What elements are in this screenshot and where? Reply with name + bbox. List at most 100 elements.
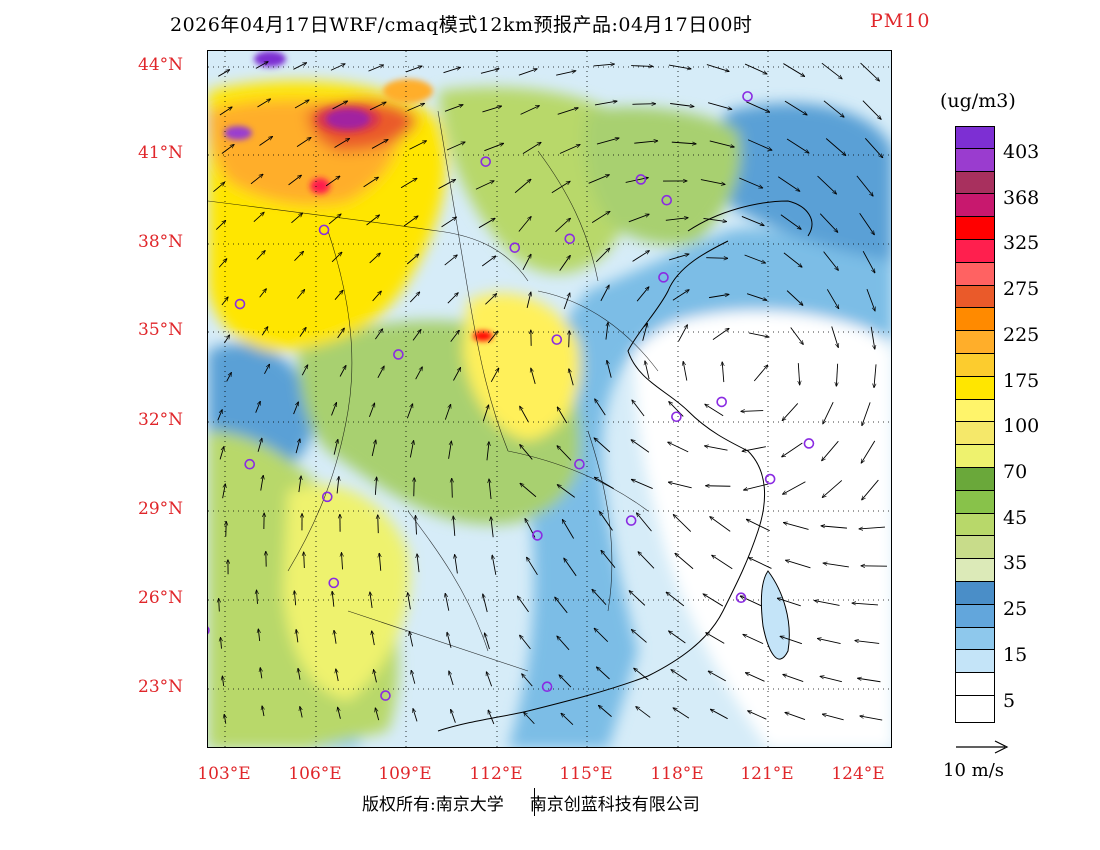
wind-arrow [642, 323, 648, 341]
wind-arrow [606, 322, 608, 340]
wind-arrow [712, 328, 729, 340]
colorbar-swatch [955, 399, 995, 423]
city-marker-jinan [658, 272, 669, 283]
colorbar-swatch [955, 513, 995, 537]
wind-arrow [522, 142, 541, 155]
wind-arrow [445, 593, 450, 611]
wind-arrow [478, 218, 495, 229]
lon-label-103: 103°E [197, 764, 251, 784]
wind-arrow [453, 516, 455, 536]
wind-arrow [250, 174, 263, 185]
wind-arrow [665, 218, 688, 221]
city-marker-nanning [380, 690, 391, 701]
wind-arrow [514, 179, 531, 194]
wind-arrow [257, 438, 262, 452]
wind-arrow [369, 102, 386, 111]
wind-arrow [607, 360, 612, 378]
wind-arrow [486, 442, 489, 461]
wind-arrow [409, 441, 413, 458]
wind-arrow [332, 591, 334, 607]
wind-arrow [480, 69, 499, 74]
city-marker-hefei [671, 411, 682, 423]
wind-arrow [825, 138, 846, 155]
wind-arrow [215, 220, 226, 230]
lat-label-32: 32°N [138, 410, 184, 430]
copyright-right: 南京创蓝科技有限公司 [529, 795, 700, 815]
wind-arrow [217, 410, 222, 421]
wind-arrow [594, 477, 614, 490]
wind-arrow [526, 292, 531, 309]
wind-arrow [409, 141, 427, 150]
wind-arrow [413, 709, 418, 722]
wind-arrow [748, 332, 769, 337]
wind-arrow [298, 668, 300, 680]
wind-arrow [491, 517, 494, 538]
wind-arrow [673, 514, 692, 532]
wind-arrow [856, 175, 873, 196]
wind-arrow [671, 142, 696, 144]
colorbar-label: 15 [1003, 644, 1028, 666]
wind-arrow [598, 705, 612, 717]
wind-arrow [301, 365, 307, 376]
wind-arrow [782, 403, 799, 420]
wind-arrow [259, 289, 267, 298]
colorbar-label: 275 [1003, 278, 1040, 300]
colorbar-label: 403 [1003, 141, 1040, 163]
wind-arrow [671, 670, 688, 681]
colorbar-swatch [955, 285, 995, 309]
lon-label-115: 115°E [559, 764, 613, 784]
wind-arrow [522, 254, 531, 271]
wind-arrow [488, 710, 495, 725]
colorbar-swatch [955, 148, 995, 172]
wind-arrow [594, 438, 611, 453]
colorbar-swatch [955, 308, 995, 332]
wind-arrow [260, 668, 262, 679]
wind-arrow [783, 674, 804, 682]
wind-arrow [636, 707, 651, 718]
wind-arrow [363, 177, 379, 188]
wind-arrow [371, 140, 388, 149]
city-marker-guangzhou [541, 681, 553, 693]
wind-arrow [743, 634, 764, 645]
city-marker-taiyuan [509, 242, 521, 253]
colorbar-label: 35 [1003, 552, 1028, 574]
wind-arrow [706, 64, 729, 72]
colorbar [955, 126, 995, 696]
wind-arrow [668, 64, 691, 69]
wind-arrow [218, 259, 227, 268]
wind-arrow [438, 179, 456, 189]
wind-arrow [405, 66, 422, 73]
wind-arrow [866, 288, 875, 311]
wind-arrow [224, 714, 226, 724]
wind-arrow [595, 399, 606, 416]
wind-arrow [220, 637, 221, 649]
wind-arrow [296, 137, 311, 147]
wind-arrow [293, 63, 306, 70]
wind-arrow [817, 175, 837, 194]
wind-arrow [374, 329, 382, 340]
wind-arrow [631, 630, 647, 643]
lat-label-44: 44°N [138, 55, 184, 75]
wind-arrow [334, 138, 350, 148]
wind-arrow [783, 252, 802, 267]
wind-arrow [864, 138, 882, 157]
pm10-field-map [208, 51, 891, 747]
wind-arrow [255, 401, 261, 413]
wind-arrow [753, 365, 768, 382]
wind-arrow [741, 411, 764, 412]
wind-arrow [744, 483, 769, 490]
wind-arrow [819, 213, 838, 233]
city-marker-hangzhou [764, 473, 776, 485]
wind-arrow [666, 592, 685, 607]
lon-label-124: 124°E [831, 764, 885, 784]
wind-arrow [859, 213, 875, 234]
wind-reference-label: 10 m/s [943, 760, 1004, 781]
wind-arrow [777, 598, 801, 607]
colorbar-swatch [955, 445, 995, 468]
city-marker-chongqing [321, 491, 333, 503]
colorbar-swatch [955, 650, 995, 674]
city-marker-beijing [635, 174, 647, 185]
wind-arrow [705, 446, 728, 451]
wind-arrow [531, 368, 536, 384]
wind-arrow [372, 291, 382, 302]
